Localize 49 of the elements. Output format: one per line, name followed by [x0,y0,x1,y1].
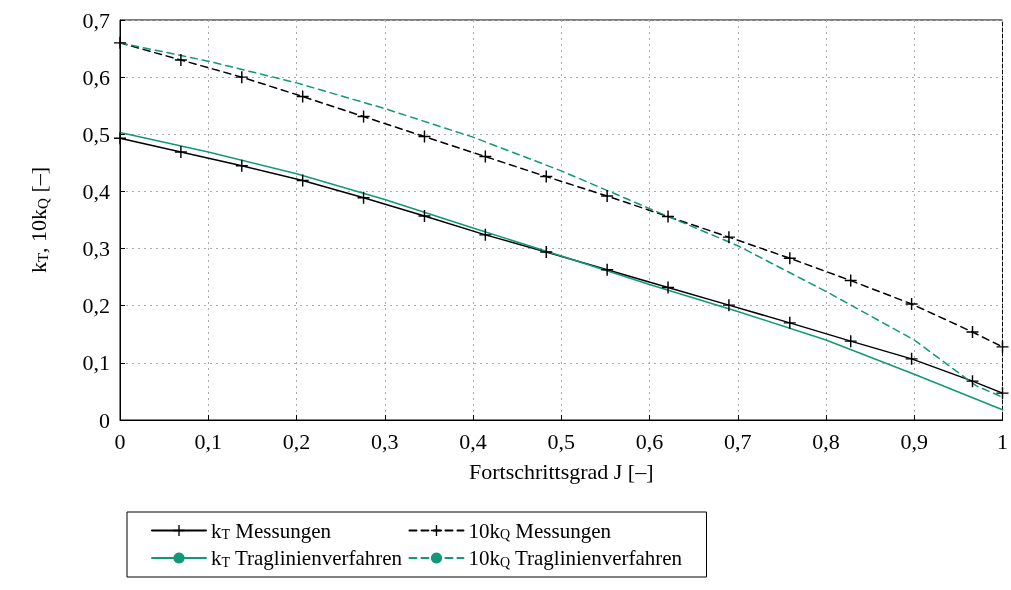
point [966,326,979,338]
x-tick-label: 0,4 [459,428,487,454]
point [783,252,796,265]
y-tick-label: 0,4 [82,178,110,204]
y-tick-label: 0,3 [82,236,110,262]
point [996,387,1009,400]
legend-label: 10kQ Messungen [468,518,612,543]
x-tick-label: 1 [997,428,1008,454]
point [418,210,431,222]
point [235,71,248,84]
y-tick-label: 0,5 [82,121,110,147]
point [235,159,248,172]
x-tick-label: 0,3 [371,428,399,454]
y-tick-label: 0,1 [82,350,110,376]
point [905,298,918,310]
point [601,190,614,202]
x-tick-label: 0,2 [282,428,311,454]
point [114,132,126,145]
y-axis-title: kT, 10kQ [–] [26,166,51,274]
y-tick-label: 0,7 [82,7,110,33]
point [540,246,553,258]
y-tick-label: 0,6 [82,64,110,90]
x-tick-label: 0,9 [900,428,928,454]
point [662,281,675,294]
point [114,36,126,49]
y-tick-label: 0,2 [82,293,110,319]
point [966,375,979,388]
point [662,210,675,223]
point [479,228,492,241]
x-tick-label: 0,5 [547,428,575,454]
legend-label: 10kQ Traglinienverfahren [468,546,683,570]
x-tick-label: 0,1 [194,428,222,454]
x-tick-label: 0,7 [724,428,752,454]
x-tick-label: 0,8 [812,428,840,454]
point [174,146,187,158]
legend-label: kT Traglinienverfahren [211,546,403,570]
x-tick-label: 0 [114,428,126,454]
x-axis-title: Fortschrittsgrad J [–] [468,458,654,484]
x-tick-label: 0,6 [635,428,664,454]
y-tick-label: 0 [99,407,110,433]
point [783,316,796,329]
point [601,263,614,276]
legend-label: kT Messungen [211,518,332,543]
point [174,54,187,66]
point [722,231,735,244]
point [905,352,918,365]
point [996,340,1009,353]
point [722,299,735,312]
point [844,335,857,348]
